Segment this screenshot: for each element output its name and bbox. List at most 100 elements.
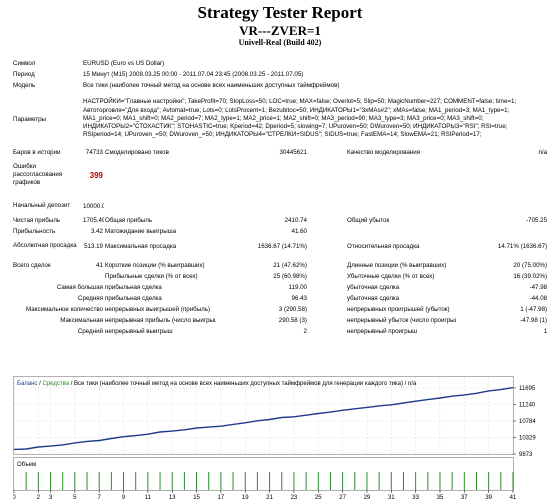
x-tick-label: 13 [169, 495, 176, 500]
largest-profit-label: прибыльная сделка [105, 284, 162, 291]
x-tick-label: 21 [266, 495, 273, 500]
max-loss-label: непрерывный убыток (число проигрышей) [347, 317, 456, 324]
x-axis-ticks: 0 2 3 5 7 9 11 13 15 17 19 21 23 25 27 29 31 33 35 37 39 41 [13, 490, 517, 500]
profit-trades-label: Прибыльные сделки (% от всех) [105, 273, 198, 280]
x-tick-label: 33 [412, 495, 419, 500]
expected-payoff-label: Матожидание выигрыша [105, 228, 177, 235]
y-axis-ticks: 11695 11240 10784 10329 9873 [513, 386, 536, 458]
deposit-value: 10000.00 [83, 202, 104, 210]
gross-loss-label: Общий убыток [347, 217, 390, 224]
max-count-label: Максимальное количество [26, 306, 103, 313]
errors-value: 399 [89, 170, 103, 180]
model-label: Модель [13, 82, 36, 89]
gross-profit-value: 2410.74 [284, 217, 307, 224]
rel-drawdown-value: 14.71% (1636.67) [497, 242, 548, 250]
max-profit-value: 290.58 (3) [278, 317, 307, 324]
legend-description: / Все тики (наиболее точный метод на осн… [69, 380, 417, 387]
x-tick-label: 39 [485, 495, 492, 500]
net-profit-label: Чистая прибыль [13, 217, 61, 224]
ticks-value: 30445621 [279, 149, 307, 156]
bars-label: Баров в истории [13, 149, 61, 156]
max-drawdown-value: 1636.67 (14.71%) [257, 242, 307, 250]
largest-loss-label: убыточная сделка [347, 284, 400, 291]
x-tick-label: 31 [388, 495, 395, 500]
max-count-wins-value: 3 (290.58) [278, 306, 307, 313]
largest-profit-value: 119.00 [288, 284, 307, 291]
avg-wins-value: 2 [303, 328, 307, 335]
bars-value: 74733 [85, 149, 103, 156]
abs-drawdown-label: Абсолютная просадка [13, 241, 77, 249]
y-tick-label: 10784 [519, 419, 536, 425]
x-tick-label: 15 [193, 495, 200, 500]
x-tick-label: 27 [339, 495, 346, 500]
largest-label: Самая большая [56, 284, 103, 291]
model-value: Все тики (наиболее точный метод на основ… [83, 82, 340, 89]
x-tick-label: 29 [364, 495, 371, 500]
quality-label: Качество моделирования [347, 149, 421, 156]
symbol-value: EURUSD (Euro vs US Dollar) [83, 60, 165, 67]
y-tick-label: 11695 [519, 386, 536, 392]
y-tick-label: 9873 [519, 452, 533, 458]
long-positions-label: Длинные позиции (% выигравших) [347, 262, 447, 269]
period-value: 15 Минут (M15) 2008.03.25 00:00 - 2011.0… [83, 71, 304, 78]
net-profit-value: 1705.49 [83, 217, 104, 224]
x-tick-label: 9 [122, 495, 126, 500]
expert-name: VR---ZVER=1 [239, 23, 321, 38]
loss-trades-value: 16 (39.02%) [513, 273, 548, 280]
average-label: Средняя [78, 295, 103, 302]
svg-text:Баланс / Средства / Все тики (: Баланс / Средства / Все тики (наиболее т… [17, 380, 417, 387]
avg-consecutive-label: Средний [77, 328, 103, 335]
x-tick-label: 0 [13, 495, 16, 500]
deposit-label: Начальный депозит [13, 201, 71, 209]
params-label: Параметры [13, 115, 46, 123]
server-name: Univell-Real (Build 402) [238, 38, 322, 47]
long-positions-value: 20 (75.00%) [513, 262, 548, 269]
volume-plot-area [13, 457, 514, 491]
max-label: Максимальная [60, 317, 103, 324]
legend-separator: / [37, 381, 42, 387]
quality-value: n/a [538, 149, 548, 156]
loss-trades-label: Убыточные сделки (% от всех) [347, 273, 435, 280]
report-table: Символ EURUSD (Euro vs US Dollar) Период… [12, 58, 548, 337]
chart-grid [13, 377, 514, 455]
max-count-wins-label: непрерывных выигрышей (прибыль) [105, 306, 211, 313]
abs-drawdown-value: 513.19 [84, 242, 103, 250]
errors-label: Ошибки рассогласования графиков [13, 162, 63, 187]
average-loss-label: убыточная сделка [347, 295, 400, 302]
avg-wins-label: непрерывный выигрыш [105, 328, 173, 335]
max-count-losses-value: 1 (-47.98) [520, 306, 548, 313]
max-count-losses-label: непрерывных проигрышей (убыток) [347, 306, 450, 313]
x-tick-label: 37 [461, 495, 468, 500]
total-trades-value: 41 [96, 262, 103, 269]
profit-factor-value: 3.42 [90, 228, 103, 235]
short-positions-value: 21 (47.62%) [273, 262, 307, 269]
ticks-label: Смоделировано тиков [105, 149, 169, 156]
symbol-label: Символ [13, 60, 36, 67]
rel-drawdown-label: Относительная просадка [347, 242, 420, 250]
average-profit-value: 96.43 [291, 295, 307, 302]
volume-label: Объем [17, 462, 36, 468]
profit-trades-value: 25 (60.98%) [273, 273, 307, 280]
balance-line [13, 386, 514, 451]
largest-loss-value: -47.98 [529, 284, 548, 291]
x-tick-label: 35 [437, 495, 444, 500]
x-tick-label: 19 [242, 495, 249, 500]
gross-profit-label: Общая прибыль [105, 217, 153, 224]
average-loss-value: -44.08 [529, 295, 548, 302]
average-profit-label: прибыльная сделка [105, 295, 162, 302]
x-tick-label: 2 [37, 495, 41, 500]
y-tick-label: 10329 [519, 435, 536, 441]
x-tick-label: 41 [510, 495, 517, 500]
volume-bars [25, 472, 514, 490]
x-tick-label: 7 [98, 495, 102, 500]
chart-plot-area [13, 376, 514, 455]
x-tick-label: 11 [145, 495, 152, 500]
x-tick-label: 23 [291, 495, 298, 500]
x-tick-label: 5 [73, 495, 77, 500]
max-loss-value: -47.98 (1) [520, 317, 548, 324]
expected-payoff-value: 41.60 [291, 228, 307, 235]
avg-losses-label: непрерывный проигрыш [347, 328, 418, 335]
period-label: Период [13, 71, 35, 78]
short-positions-label: Короткие позиции (% выигравших) [105, 262, 205, 269]
params-value: НАСТРОЙКИ="Главные настройки"; TakeProfi… [83, 98, 517, 139]
